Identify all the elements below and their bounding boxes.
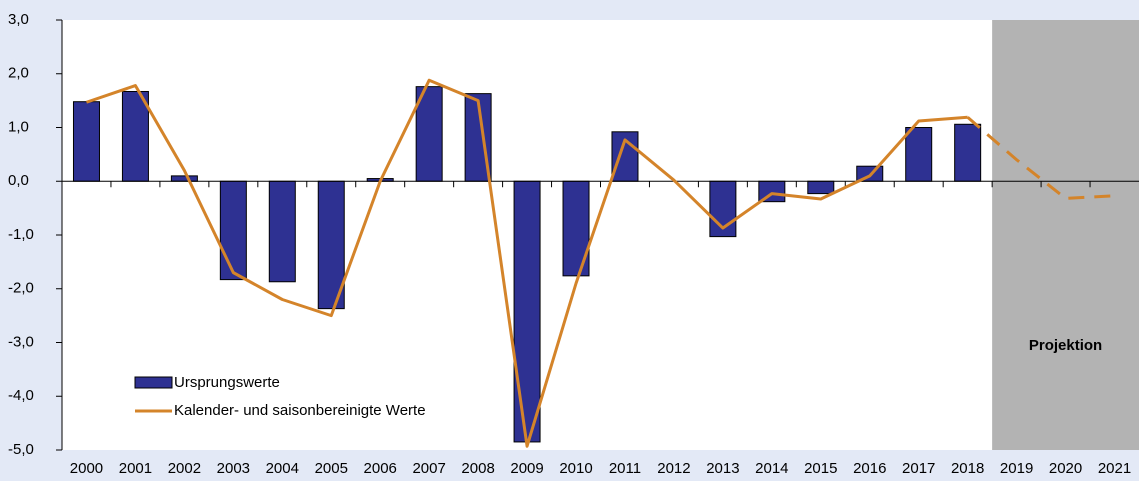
- x-tick-label: 2002: [168, 460, 201, 477]
- bar: [513, 180, 541, 443]
- bar: [317, 180, 345, 310]
- bar: [905, 127, 933, 182]
- bar: [562, 180, 590, 277]
- y-tick-label: -1,0: [8, 226, 34, 243]
- projection-label: Projektion: [1029, 337, 1102, 354]
- y-tick-label: 2,0: [8, 65, 29, 82]
- x-tick-label: 2020: [1049, 460, 1082, 477]
- x-tick-label: 2021: [1098, 460, 1131, 477]
- projection-area: [992, 20, 1139, 450]
- x-tick-label: 2014: [755, 460, 788, 477]
- legend-label: Ursprungswerte: [174, 374, 280, 391]
- x-tick-label: 2010: [559, 460, 592, 477]
- bar: [807, 180, 835, 195]
- y-tick-label: 0,0: [8, 172, 29, 189]
- x-tick-label: 2016: [853, 460, 886, 477]
- x-tick-label: 2017: [902, 460, 935, 477]
- x-tick-label: 2019: [1000, 460, 1033, 477]
- x-tick-label: 2004: [266, 460, 299, 477]
- legend-swatch-bar: [134, 376, 173, 389]
- x-tick-label: 2009: [510, 460, 543, 477]
- x-tick-label: 2006: [364, 460, 397, 477]
- x-tick-label: 2007: [412, 460, 445, 477]
- y-tick-label: -2,0: [8, 280, 34, 297]
- x-tick-label: 2015: [804, 460, 837, 477]
- x-tick-label: 2011: [609, 460, 641, 477]
- x-tick-label: 2001: [119, 460, 152, 477]
- projection-line: [966, 116, 1115, 200]
- y-tick-label: -5,0: [8, 441, 34, 458]
- x-tick-label: 2013: [706, 460, 739, 477]
- x-tick-label: 2018: [951, 460, 984, 477]
- bar: [954, 123, 982, 182]
- x-tick-label: 2012: [657, 460, 690, 477]
- bar: [170, 175, 198, 182]
- bar: [121, 90, 149, 182]
- y-tick-label: -3,0: [8, 333, 34, 350]
- x-tick-label: 2000: [70, 460, 103, 477]
- legend-label: Kalender- und saisonbereinigte Werte: [174, 402, 426, 419]
- x-tick-label: 2008: [461, 460, 494, 477]
- line: [85, 78, 968, 448]
- y-tick-label: 3,0: [8, 11, 29, 28]
- y-tick-label: 1,0: [8, 118, 29, 135]
- bar: [268, 180, 296, 283]
- x-tick-label: 2003: [217, 460, 250, 477]
- x-tick-label: 2005: [315, 460, 348, 477]
- bar: [72, 101, 100, 182]
- y-tick-label: -4,0: [8, 387, 34, 404]
- bar: [219, 180, 247, 281]
